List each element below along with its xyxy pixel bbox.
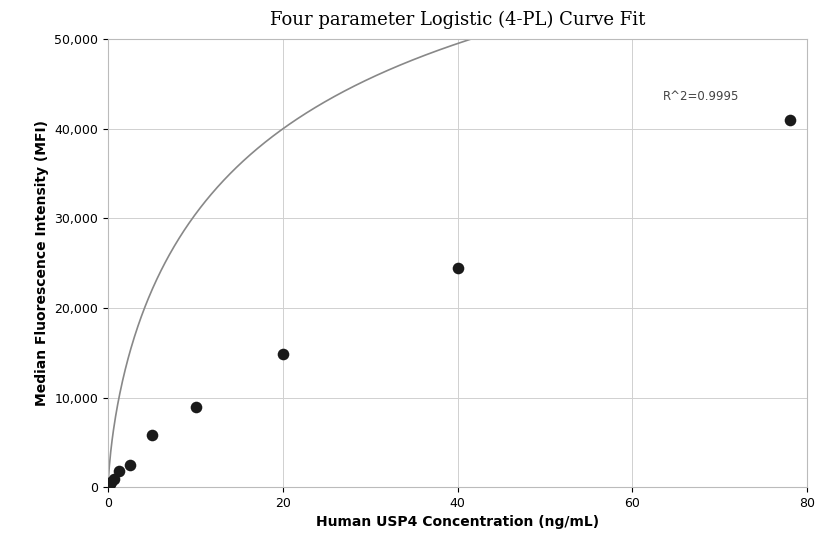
Point: [107, 475, 121, 484]
Y-axis label: Median Fluorescence Intensity (MFI): Median Fluorescence Intensity (MFI): [35, 120, 49, 406]
Point: [189, 403, 202, 412]
Point: [104, 478, 117, 487]
Text: R^2=0.9995: R^2=0.9995: [663, 90, 740, 103]
Point: [103, 480, 116, 489]
Point: [783, 115, 796, 124]
Point: [112, 466, 126, 475]
Point: [276, 349, 290, 358]
Point: [146, 431, 159, 440]
X-axis label: Human USP4 Concentration (ng/mL): Human USP4 Concentration (ng/mL): [316, 515, 599, 529]
Title: Four parameter Logistic (4-PL) Curve Fit: Four parameter Logistic (4-PL) Curve Fit: [270, 11, 646, 29]
Point: [123, 460, 136, 469]
Point: [451, 263, 464, 272]
